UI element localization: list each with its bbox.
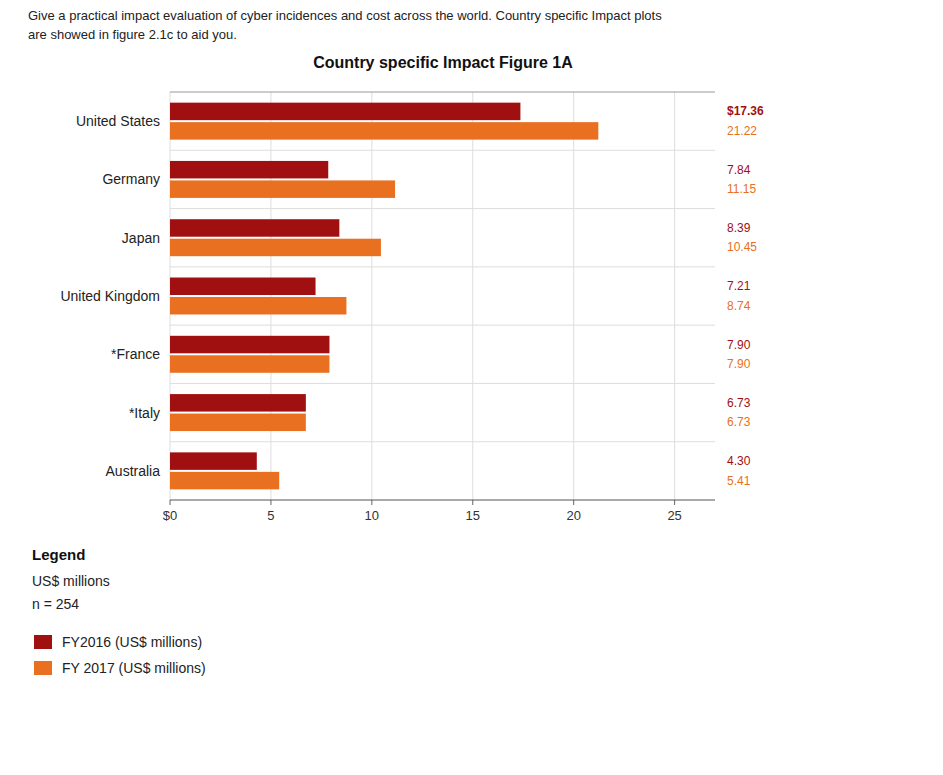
bar [170, 122, 598, 139]
data-label: 7.84 [727, 163, 751, 177]
separators [170, 150, 715, 441]
bar [170, 394, 306, 411]
legend: Legend US$ millions n = 254 FY2016 (US$ mil… [32, 546, 206, 676]
category-label: United Kingdom [60, 288, 160, 304]
tick-mark [170, 500, 171, 505]
separator [170, 383, 715, 384]
bar [170, 278, 316, 295]
separator [170, 208, 715, 209]
grid-line [573, 92, 574, 500]
separator [170, 441, 715, 442]
data-label: 5.41 [727, 474, 751, 488]
bar [170, 219, 339, 236]
data-label: 4.30 [727, 454, 751, 468]
legend-entry: FY 2017 (US$ millions) [62, 660, 206, 676]
category-label: Germany [102, 171, 160, 187]
category-label: Japan [122, 230, 160, 246]
category-label: *Italy [129, 405, 160, 421]
tick-mark [270, 500, 271, 505]
chart: Give a practical impact evaluation of cy… [0, 0, 943, 775]
bar [170, 161, 328, 178]
data-label: 21.22 [727, 124, 757, 138]
tick-mark [472, 500, 473, 505]
grid-line [371, 92, 372, 500]
tick-label: 25 [667, 508, 681, 523]
data-label: 6.73 [727, 415, 751, 429]
category-label: Australia [106, 463, 161, 479]
legend-swatch [34, 661, 52, 675]
tick-label: 15 [466, 508, 480, 523]
legend-note: n = 254 [32, 596, 79, 612]
category-label: *France [111, 346, 160, 362]
tick-label: 20 [566, 508, 580, 523]
data-label: 6.73 [727, 396, 751, 410]
tick-label: 10 [365, 508, 379, 523]
data-label: 7.90 [727, 338, 751, 352]
separator [170, 266, 715, 267]
tick-label: $0 [163, 508, 177, 523]
background [0, 0, 943, 775]
grid-line [170, 92, 171, 500]
data-label: 11.15 [727, 182, 756, 196]
bar [170, 414, 306, 431]
header: Give a practical impact evaluation of cy… [28, 8, 662, 23]
legend-title: Legend [32, 546, 85, 563]
legend-entry: FY2016 (US$ millions) [62, 634, 202, 650]
tick-mark [371, 500, 372, 505]
grid-line [674, 92, 675, 500]
bar [170, 355, 329, 372]
y-axis: United States Germany Japan United Kingdom *… [60, 113, 160, 479]
bar [170, 103, 520, 120]
bar [170, 336, 329, 353]
legend-swatch [34, 635, 52, 649]
grid [170, 92, 675, 500]
bar [170, 452, 257, 469]
bar [170, 297, 346, 314]
bar [170, 239, 381, 256]
bars [170, 103, 598, 490]
data-label: 8.74 [727, 299, 751, 313]
x-axis: $0 5 10 15 20 25 [163, 500, 715, 523]
axis-line [170, 500, 715, 501]
tick-label: 5 [267, 508, 274, 523]
tick-mark [674, 500, 675, 505]
separator [170, 150, 715, 151]
title: Country specific Impact Figure 1A [313, 54, 573, 71]
bar [170, 472, 279, 489]
data-label: $17.36 [727, 104, 764, 118]
grid-line [270, 92, 271, 500]
data-label: 7.21 [727, 279, 751, 293]
tick-mark [573, 500, 574, 505]
header: are showed in figure 2.1c to aid you. [28, 27, 237, 42]
separator [170, 325, 715, 326]
category-label: United States [76, 113, 160, 129]
grid-line [472, 92, 473, 500]
bar [170, 180, 395, 197]
legend-note: US$ millions [32, 573, 110, 589]
data-labels: $17.36 21.22 7.84 11.15 8.39 10.45 7.21 8.74 7.9… [727, 104, 764, 487]
data-label: 10.45 [727, 240, 757, 254]
top-border [170, 92, 715, 93]
data-label: 8.39 [727, 221, 751, 235]
data-label: 7.90 [727, 357, 751, 371]
